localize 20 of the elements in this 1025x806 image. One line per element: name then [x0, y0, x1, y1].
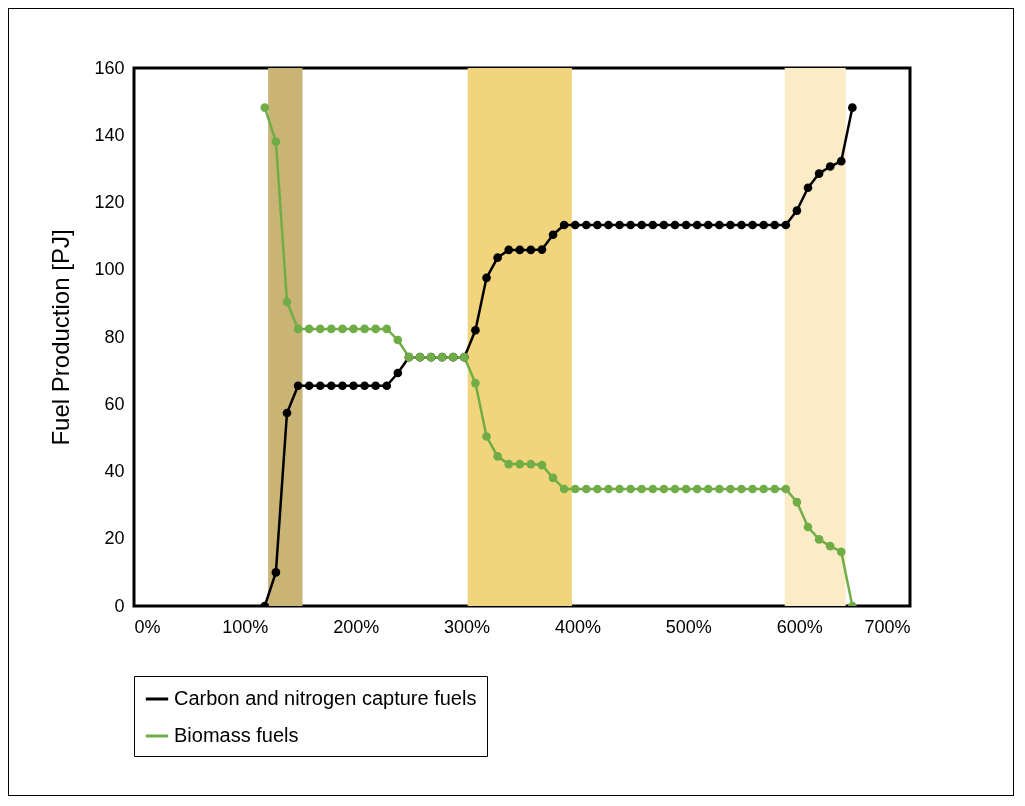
y-tick-label: 120 — [94, 192, 125, 212]
y-tick-label: 140 — [94, 124, 125, 145]
x-tick-label: 500% — [665, 616, 712, 637]
y-tick-label: 100 — [94, 259, 125, 280]
y-tick-label: 40 — [104, 461, 125, 481]
x-tick-label: 100% — [222, 616, 269, 637]
y-tick-label: 160 — [94, 57, 125, 78]
y-tick-label: 80 — [104, 326, 125, 347]
legend-label: Biomass fuels — [174, 724, 299, 746]
x-tick-label: 400% — [554, 616, 601, 637]
x-tick-label: 300% — [444, 616, 491, 637]
legend-label: Carbon and nitrogen capture fuels — [174, 687, 477, 709]
x-tick-label: 700% — [864, 616, 911, 637]
y-tick-label: 20 — [104, 528, 125, 549]
x-tick-label: 0% — [134, 616, 161, 637]
y-axis-title: Fuel Production [PJ] — [47, 229, 75, 446]
y-tick-label: 0 — [114, 595, 125, 616]
y-tick-label: 60 — [104, 393, 125, 414]
x-tick-label: 200% — [333, 616, 380, 637]
x-tick-label: 600% — [776, 616, 823, 637]
